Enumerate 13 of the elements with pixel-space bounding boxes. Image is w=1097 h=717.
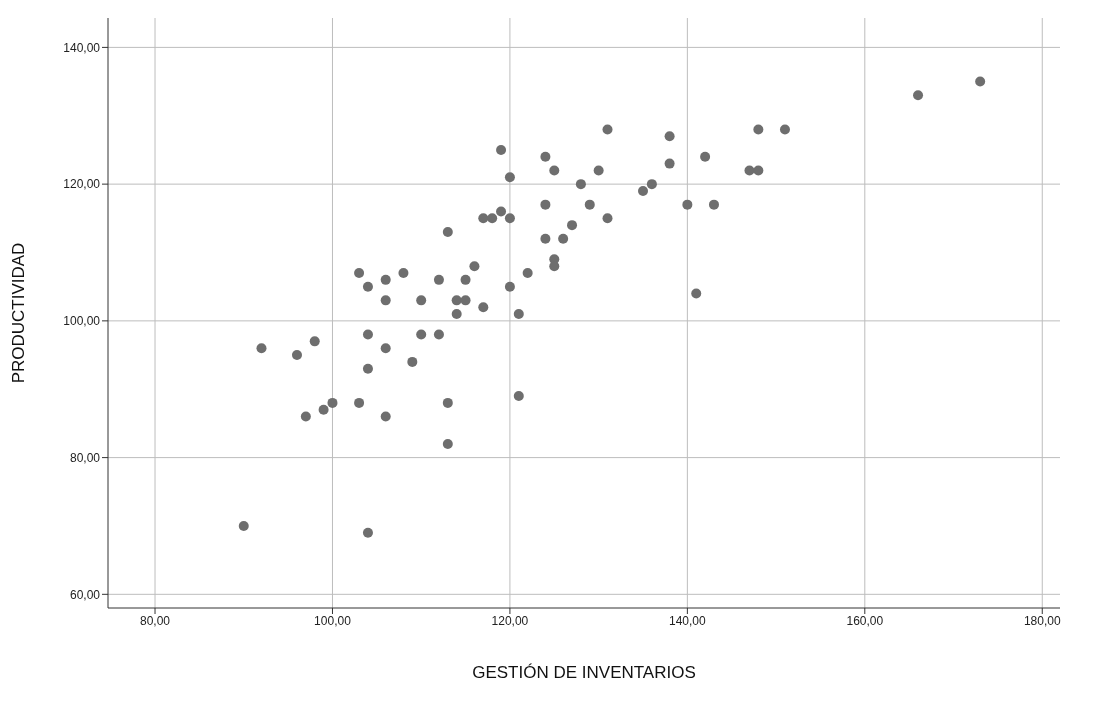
- x-tick-label: 120,00: [491, 613, 529, 628]
- x-tick-label: 140,00: [669, 613, 707, 628]
- y-axis-title: PRODUCTIVIDAD: [9, 242, 29, 384]
- x-tick-label: 180,00: [1023, 613, 1061, 628]
- y-tick-label: 80,00: [69, 450, 101, 465]
- y-tick-label: 100,00: [63, 314, 101, 329]
- y-tick-label: 140,00: [63, 40, 101, 55]
- x-axis-title: GESTIÓN DE INVENTARIOS: [472, 663, 696, 682]
- x-tick-label: 160,00: [846, 613, 884, 628]
- x-tick-label: 100,00: [314, 613, 352, 628]
- x-tick-label: 80,00: [140, 613, 171, 628]
- y-tick-label: 120,00: [63, 177, 101, 192]
- y-tick-label: 60,00: [69, 587, 101, 602]
